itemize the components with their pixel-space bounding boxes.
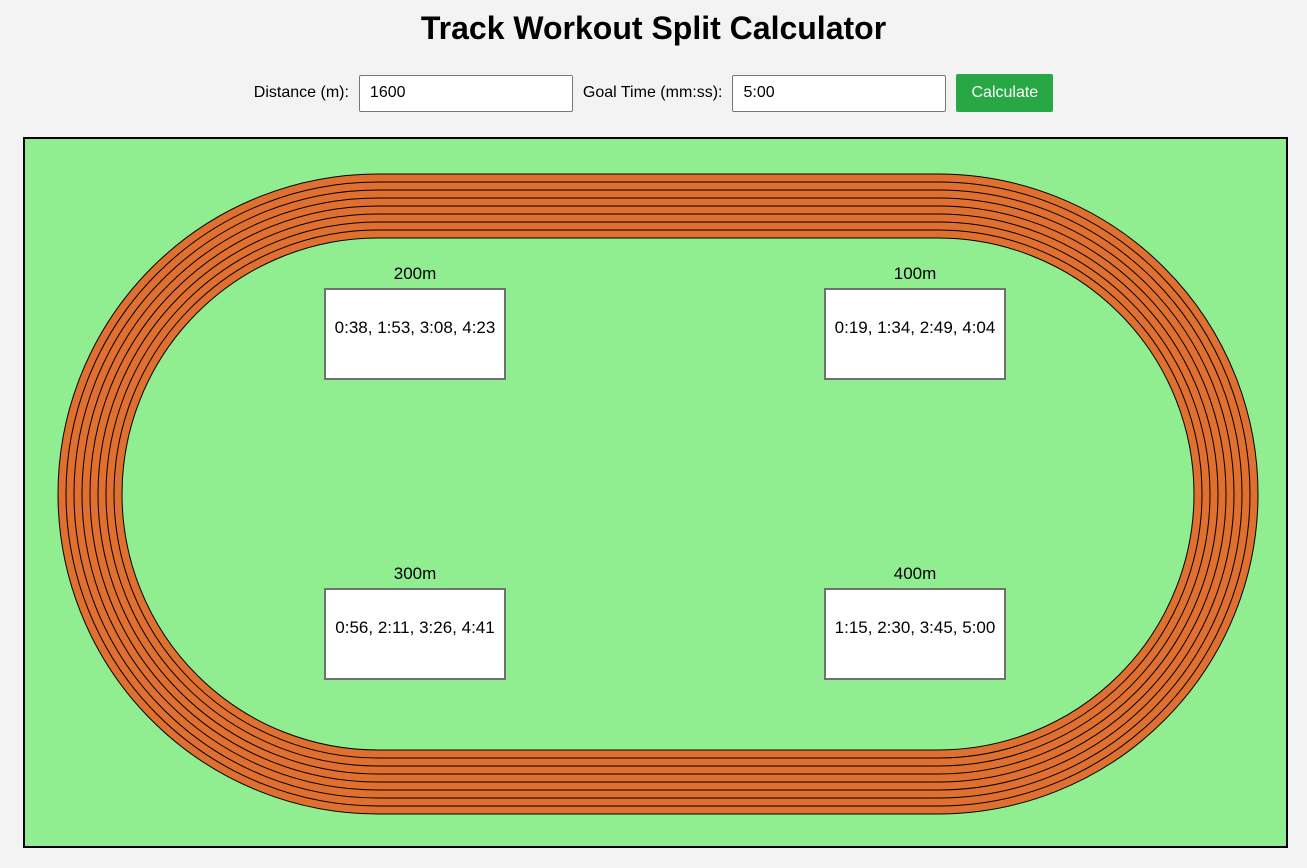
calculate-button[interactable]: Calculate — [956, 74, 1054, 112]
infield — [121, 237, 1195, 751]
track-canvas: 200m 0:38, 1:53, 3:08, 4:23 100m 0:19, 1… — [23, 137, 1288, 848]
distance-input[interactable] — [358, 74, 573, 112]
split-400m-box: 1:15, 2:30, 3:45, 5:00 — [824, 588, 1006, 680]
lane-line — [89, 205, 1227, 783]
lane-line — [81, 197, 1235, 791]
split-200m-box: 0:38, 1:53, 3:08, 4:23 — [324, 288, 506, 380]
lane-line — [65, 181, 1251, 807]
lane-lines — [65, 181, 1251, 807]
lane-line — [73, 189, 1243, 799]
split-400m-label: 400m — [893, 564, 937, 583]
split-100m-label: 100m — [893, 264, 937, 283]
lane-line — [113, 229, 1203, 759]
split-300m-box: 0:56, 2:11, 3:26, 4:41 — [324, 588, 506, 680]
running-track — [57, 173, 1259, 815]
split-100m-box: 0:19, 1:34, 2:49, 4:04 — [824, 288, 1006, 380]
page-title: Track Workout Split Calculator — [420, 10, 887, 46]
lane-line — [97, 213, 1219, 775]
controls-bar: Distance (m): Goal Time (mm:ss): Calcula… — [0, 74, 1307, 112]
split-200m-label: 200m — [393, 264, 437, 283]
goal-time-input[interactable] — [732, 74, 947, 112]
goal-time-label: Goal Time (mm:ss): — [582, 84, 723, 101]
lane-line — [105, 221, 1211, 767]
split-300m-label: 300m — [393, 564, 437, 583]
distance-label: Distance (m): — [253, 84, 349, 101]
